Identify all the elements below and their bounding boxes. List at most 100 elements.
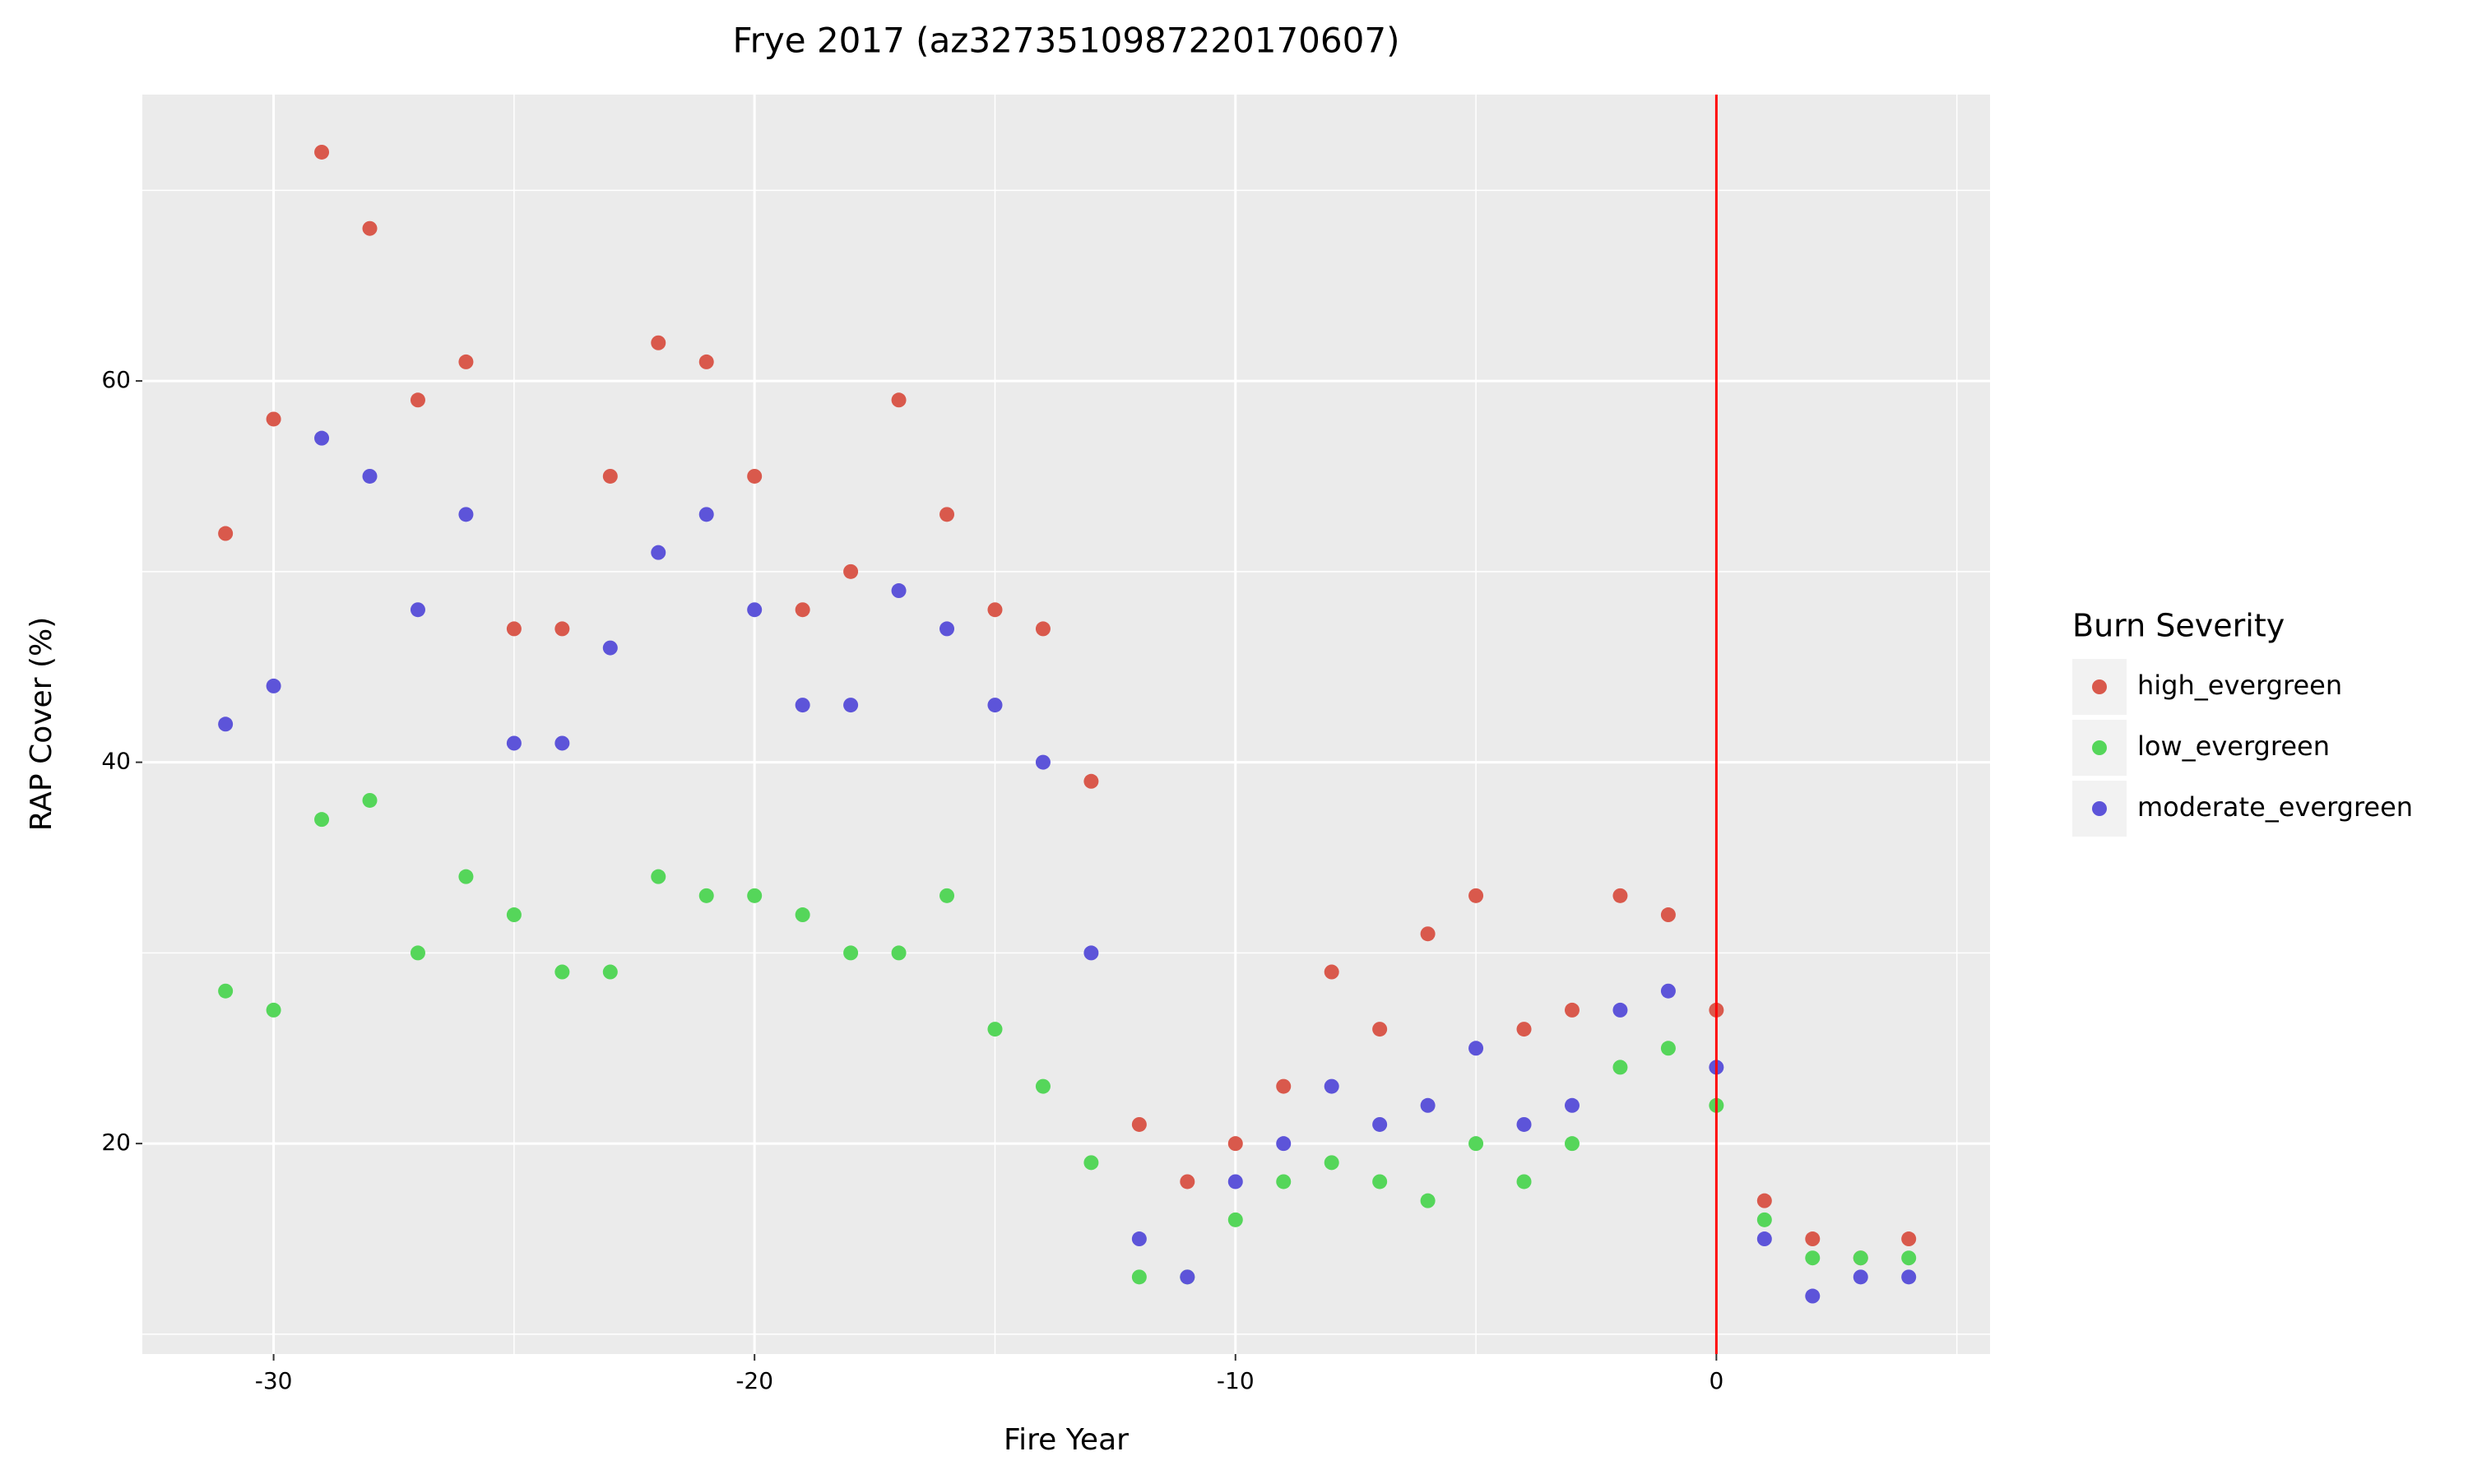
data-point [1035,1078,1051,1094]
data-point [1276,1136,1292,1152]
data-point [1612,888,1628,903]
data-point [1660,1041,1676,1056]
data-point [266,411,281,427]
data-point [747,468,763,484]
data-point [1805,1231,1821,1247]
data-point [651,545,666,560]
data-point [1276,1174,1292,1190]
data-point [410,392,425,408]
data-point [1420,1097,1436,1113]
data-point [987,1022,1003,1037]
data-point [1660,907,1676,923]
data-point [1564,1002,1580,1018]
data-point [1805,1288,1821,1304]
data-point [1420,1193,1436,1208]
data-point [795,907,810,923]
data-point [747,602,763,618]
x-tick-label: -20 [735,1367,773,1394]
data-point [458,869,474,884]
data-point [266,1002,281,1018]
data-point [1612,1002,1628,1018]
data-point [1756,1231,1772,1247]
data-point [1901,1269,1917,1285]
data-point [314,812,330,828]
data-point [1516,1116,1532,1132]
data-point [218,983,234,999]
legend-label: high_evergreen [2137,670,2342,701]
data-point [314,430,330,446]
data-point [1180,1174,1195,1190]
data-point [314,144,330,160]
data-point [843,563,859,579]
data-point [410,945,425,961]
data-point [1180,1269,1195,1285]
data-point [458,354,474,369]
data-point [939,621,955,637]
x-tick-label: -10 [1217,1367,1255,1394]
data-point [795,698,810,713]
data-point [1227,1174,1243,1190]
legend-label: low_evergreen [2137,730,2330,762]
data-point [1372,1174,1388,1190]
data-point [1131,1231,1147,1247]
data-point [218,716,234,732]
data-point [1372,1116,1388,1132]
data-point [1035,754,1051,770]
data-point [795,602,810,618]
data-point [506,907,522,923]
legend-marker [2092,801,2107,816]
x-tick-label: 0 [1709,1367,1723,1394]
legend-title: Burn Severity [2072,608,2285,644]
data-point [651,869,666,884]
legend-marker [2092,740,2107,755]
data-point [698,507,714,522]
data-point [1131,1269,1147,1285]
data-point [1372,1022,1388,1037]
panel [142,95,1990,1354]
data-point [1324,964,1339,980]
data-point [987,602,1003,618]
data-point [891,945,907,961]
data-point [651,335,666,350]
data-point [1516,1022,1532,1037]
data-point [1227,1136,1243,1152]
data-point [602,964,618,980]
data-point [1420,926,1436,942]
data-point [1468,1136,1484,1152]
data-point [1324,1078,1339,1094]
x-axis-title: Fire Year [1004,1423,1129,1457]
y-tick-label: 40 [101,748,131,775]
x-tick-label: -30 [255,1367,293,1394]
data-point [602,640,618,656]
data-point [1083,773,1099,789]
y-tick-label: 20 [101,1129,131,1156]
y-tick-label: 60 [101,366,131,393]
data-point [1276,1078,1292,1094]
y-axis-title: RAP Cover (%) [25,617,58,832]
data-point [1805,1250,1821,1266]
data-point [843,698,859,713]
legend-label: moderate_evergreen [2137,791,2413,823]
data-point [362,220,378,236]
data-point [266,678,281,693]
data-point [1468,1041,1484,1056]
data-point [1083,1155,1099,1171]
data-point [1853,1250,1868,1266]
legend-marker [2092,679,2107,694]
chart-title: Frye 2017 (az3273510987220170607) [733,21,1400,61]
data-point [1901,1231,1917,1247]
data-point [362,792,378,808]
data-point [939,888,955,903]
data-point [1564,1136,1580,1152]
data-point [939,507,955,522]
data-point [1564,1097,1580,1113]
data-point [554,735,570,751]
data-point [1901,1250,1917,1266]
data-point [410,602,425,618]
data-point [698,354,714,369]
data-point [554,964,570,980]
data-point [1468,888,1484,903]
data-point [1131,1116,1147,1132]
